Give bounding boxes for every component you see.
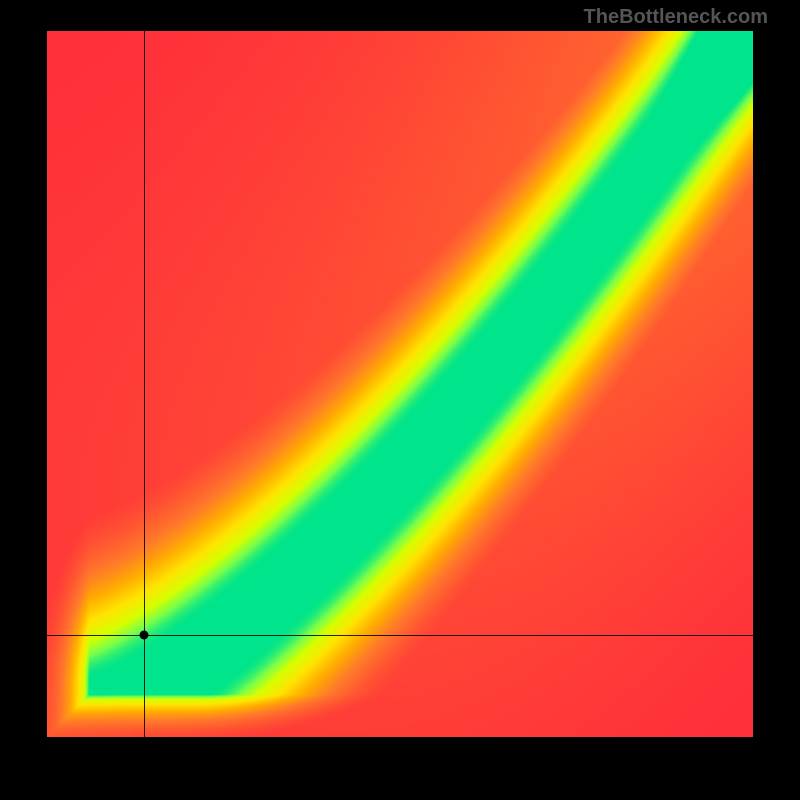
heatmap-plot (47, 31, 753, 737)
crosshair-marker-dot (140, 631, 149, 640)
watermark-text: TheBottleneck.com (584, 6, 768, 29)
heatmap-canvas (47, 31, 753, 737)
crosshair-horizontal (47, 635, 753, 636)
